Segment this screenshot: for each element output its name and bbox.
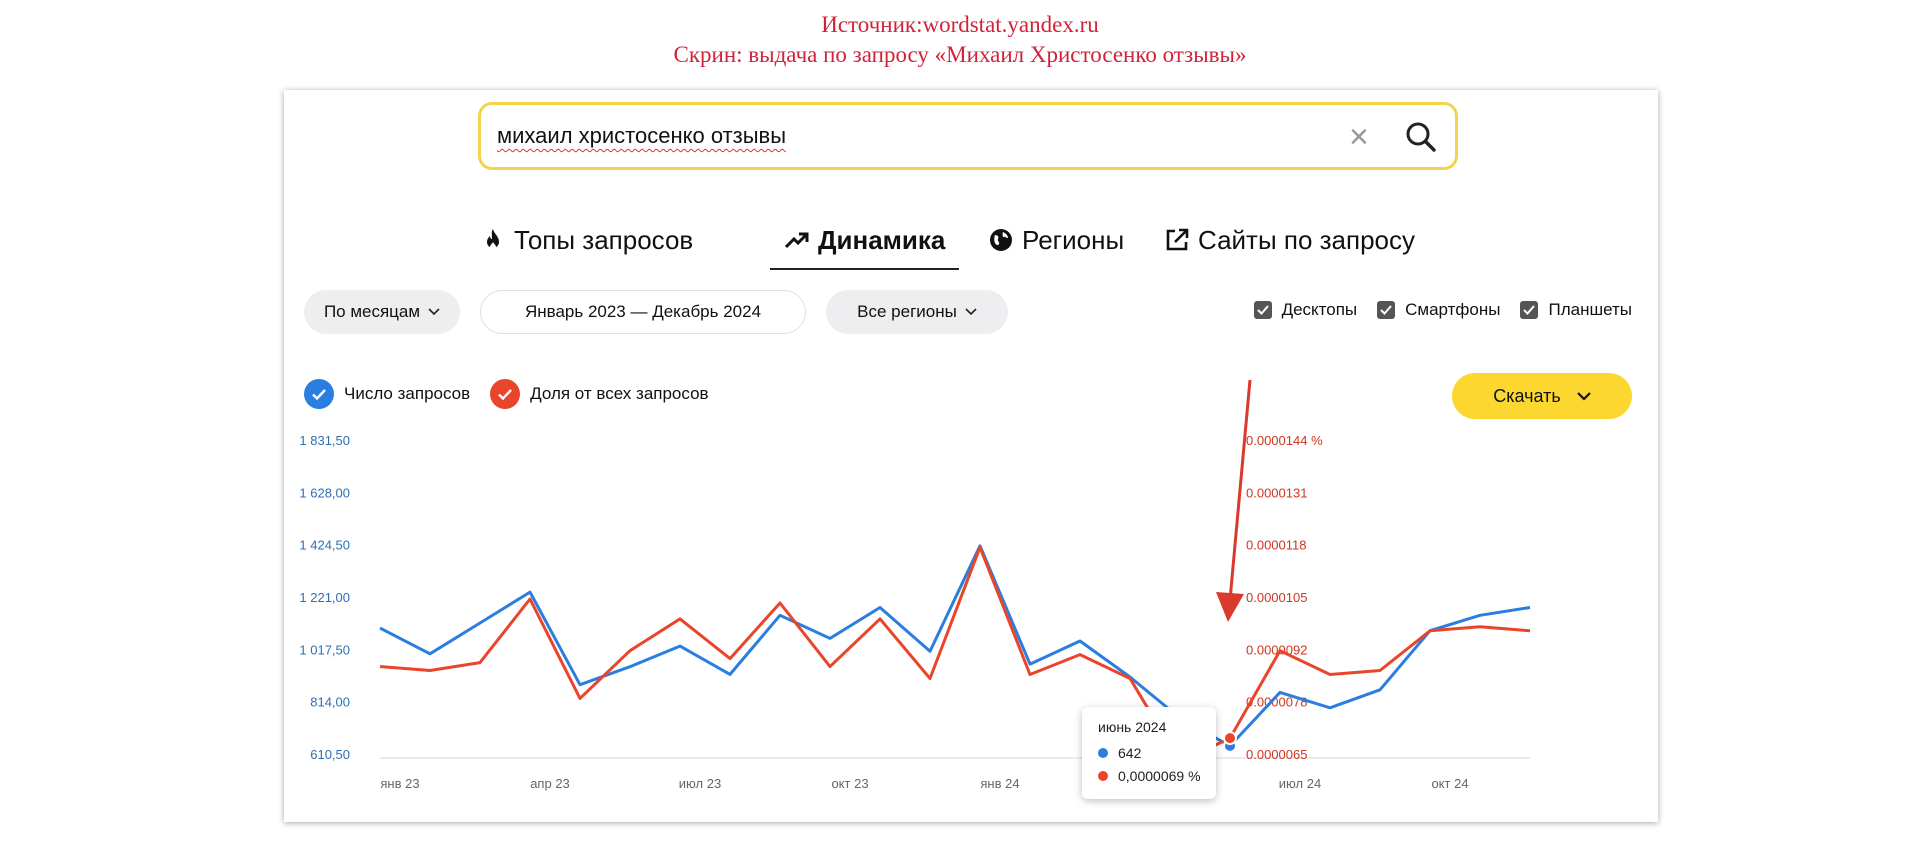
external-link-icon (1166, 228, 1189, 251)
y-right-tick-label: 0.0000065 (1246, 747, 1307, 762)
globe-icon (990, 229, 1012, 251)
y-left-tick-label: 1 628,00 (299, 485, 350, 500)
legend-label: Число запросов (344, 384, 471, 403)
region-select[interactable]: Все регионы (826, 290, 1008, 334)
y-left-tick-label: 1 017,50 (299, 642, 350, 657)
legend-count[interactable]: Число запросов (304, 379, 470, 409)
chevron-down-icon (428, 308, 440, 316)
device-filters: Десктопы Смартфоны Планшеты (1253, 300, 1632, 320)
checkbox-label: Десктопы (1281, 300, 1358, 319)
search-box[interactable]: михаил христосенко отзывы × (478, 102, 1458, 170)
checkbox-label: Планшеты (1548, 300, 1632, 319)
y-left-tick-label: 1 424,50 (299, 538, 350, 553)
share-dot-icon (1098, 771, 1108, 781)
y-right-tick-label: 0.0000092 (1246, 642, 1307, 657)
y-left-tick-label: 610,50 (310, 747, 350, 762)
x-tick-label: июл 24 (1279, 776, 1321, 791)
chevron-down-icon (1576, 391, 1591, 401)
wordstat-card: михаил христосенко отзывы × Топы запросо… (284, 90, 1658, 822)
tab-label: Топы запросов (514, 224, 694, 255)
tab-regions[interactable]: Регионы (988, 220, 1124, 260)
download-button[interactable]: Скачать (1452, 373, 1632, 419)
caption-description: Скрин: выдача по запросу «Михаил Христос… (673, 42, 1247, 67)
y-left-tick-label: 814,00 (310, 695, 350, 710)
date-range-picker[interactable]: Январь 2023 — Декабрь 2024 (480, 290, 806, 334)
chart-tooltip: июнь 2024 642 0,0000069 % (1082, 707, 1216, 799)
checkbox-desktops[interactable]: Десктопы (1253, 300, 1358, 320)
y-left-tick-label: 1 831,50 (299, 433, 350, 448)
tooltip-title: июнь 2024 (1098, 719, 1167, 735)
count-series-line (379, 544, 1531, 748)
tabs: Топы запросов Динамика Регионы Сайты по … (284, 220, 1658, 270)
y-right-tick-label: 0.0000105 (1246, 590, 1307, 605)
checkbox-label: Смартфоны (1405, 300, 1501, 319)
download-label: Скачать (1493, 385, 1561, 406)
tab-sites[interactable]: Сайты по запросу (1164, 220, 1415, 260)
dynamics-chart: 1 831,50 1 628,00 1 424,50 1 221,00 1 017,50… (299, 379, 1531, 791)
chevron-down-icon (965, 308, 977, 316)
count-dot-icon (1098, 748, 1108, 758)
tab-label: Динамика (818, 224, 946, 255)
x-tick-label: янв 24 (980, 776, 1019, 791)
tab-tops[interactable]: Топы запросов (480, 220, 693, 260)
x-tick-label: янв 23 (380, 776, 419, 791)
checkbox-tablets[interactable]: Планшеты (1520, 300, 1632, 320)
checkbox-icon[interactable] (1253, 301, 1272, 319)
x-tick-label: апр 23 (530, 776, 570, 791)
check-icon[interactable] (490, 379, 521, 409)
date-range-label: Январь 2023 — Декабрь 2024 (524, 302, 762, 321)
period-select[interactable]: По месяцам (304, 290, 460, 334)
y-right-tick-label: 0.0000118 (1246, 538, 1307, 553)
tooltip-count-row: 642 (1098, 745, 1141, 761)
y-right-tick-label: 0.0000078 (1246, 695, 1307, 710)
legend-share[interactable]: Доля от всех запросов (490, 379, 709, 409)
y-right-tick-label: 0.0000131 (1246, 485, 1307, 500)
tab-label: Сайты по запросу (1198, 224, 1416, 255)
x-tick-label: окт 23 (831, 776, 868, 791)
checkbox-icon[interactable] (1377, 301, 1396, 319)
y-right-tick-label: 0.0000144 % (1246, 433, 1323, 448)
x-tick-label: окт 24 (1431, 776, 1468, 791)
fire-icon (487, 229, 499, 250)
tab-label: Регионы (1022, 224, 1125, 255)
checkbox-smartphones[interactable]: Смартфоны (1377, 300, 1500, 320)
x-tick-label: июл 23 (679, 776, 721, 791)
search-input[interactable]: михаил христосенко отзывы (497, 123, 787, 148)
share-series-line (379, 545, 1531, 764)
region-label: Все регионы (857, 302, 957, 321)
trend-icon (784, 232, 809, 249)
caption: Источник:wordstat.yandex.ru Скрин: выдач… (0, 10, 1920, 70)
chart-legend: Число запросов Доля от всех запросов (304, 379, 709, 409)
period-label: По месяцам (323, 302, 421, 321)
search-icon[interactable] (1403, 119, 1439, 155)
y-left-tick-label: 1 221,00 (299, 590, 350, 605)
caption-source: Источник:wordstat.yandex.ru (821, 12, 1099, 37)
tab-dynamics[interactable]: Динамика (769, 220, 960, 270)
close-icon[interactable]: × (1349, 118, 1369, 156)
annotation-arrow-head (1216, 592, 1244, 622)
check-icon[interactable] (304, 379, 334, 409)
tooltip-count: 642 (1118, 745, 1142, 761)
tooltip-share: 0,0000069 % (1118, 768, 1201, 784)
share-highlight-point (1223, 731, 1237, 746)
annotation-arrow-line (1228, 379, 1252, 601)
checkbox-icon[interactable] (1520, 301, 1539, 319)
legend-label: Доля от всех запросов (530, 384, 709, 403)
tooltip-share-row: 0,0000069 % (1098, 768, 1201, 784)
